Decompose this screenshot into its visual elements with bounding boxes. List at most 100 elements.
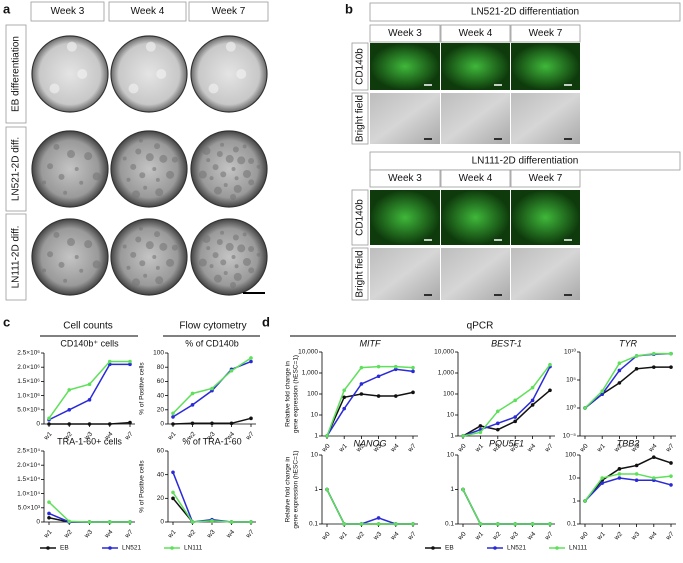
series-line xyxy=(584,366,671,409)
dish-spot xyxy=(155,276,164,285)
y-tick-label: 20 xyxy=(157,407,165,414)
data-point xyxy=(342,522,347,526)
dish-spot xyxy=(213,274,222,283)
block-title-box xyxy=(369,2,681,22)
column-header: Week 3 xyxy=(388,173,422,184)
y-axis-label: gene expression (hESC=1) xyxy=(293,450,300,528)
dish-spot xyxy=(198,258,207,267)
y-tick-label: 0.1 xyxy=(445,521,454,528)
dish-spot xyxy=(231,255,236,259)
x-tick-label: w3 xyxy=(630,442,642,454)
dish-spot xyxy=(122,244,127,249)
legend-label: LN521 xyxy=(507,545,527,552)
series-line xyxy=(326,489,413,525)
data-point xyxy=(530,385,535,390)
legend-label: LN521 xyxy=(122,545,142,552)
dish-spot xyxy=(206,246,211,251)
column-header-box xyxy=(440,169,511,188)
data-point xyxy=(47,416,51,421)
y-tick-label: 10⁻⁵ xyxy=(563,433,577,440)
dish-spot xyxy=(154,231,161,238)
dish-spot xyxy=(135,148,142,155)
dish-spot xyxy=(145,153,154,162)
column-header: Week 3 xyxy=(388,28,422,39)
data-point xyxy=(190,520,195,524)
x-tick-label: w3 xyxy=(205,528,217,540)
dish-spot xyxy=(128,83,139,94)
dish-spot xyxy=(248,158,255,165)
data-point xyxy=(394,367,398,372)
data-point xyxy=(376,516,381,520)
data-point xyxy=(47,500,51,504)
data-point xyxy=(461,434,465,438)
y-tick-label: 1 xyxy=(450,433,454,440)
y-tick-label: 20 xyxy=(157,495,165,502)
dish-spot xyxy=(256,252,261,257)
series-line xyxy=(584,352,671,409)
legend-label: EB xyxy=(60,545,69,552)
dish-spot xyxy=(237,156,246,165)
fluorescence-image xyxy=(511,43,580,90)
fluorescence-image xyxy=(370,43,440,90)
data-point xyxy=(171,470,175,475)
dish-spot xyxy=(139,172,146,179)
data-point xyxy=(411,365,415,370)
data-point xyxy=(47,422,51,426)
y-tick-label: 40 xyxy=(157,392,165,399)
data-point xyxy=(394,394,398,398)
dish-spot xyxy=(155,265,160,270)
dish-spot xyxy=(42,268,47,273)
column-header-box xyxy=(369,24,441,43)
x-tick-label: w4 xyxy=(647,530,659,542)
chart-title: TYR xyxy=(619,338,638,348)
data-point xyxy=(229,520,234,524)
column-header: Week 3 xyxy=(51,6,85,17)
row-header-box xyxy=(5,213,27,301)
x-tick-label: w2 xyxy=(612,442,624,454)
dish-spot xyxy=(209,176,214,181)
dish-spot xyxy=(223,270,228,275)
x-tick-label: w2 xyxy=(354,442,366,454)
data-point xyxy=(530,522,535,526)
y-axis-label: gene expression (hESC=1) xyxy=(293,355,300,433)
x-tick-label: w3 xyxy=(372,530,384,542)
data-point xyxy=(513,415,517,419)
dish-spot xyxy=(77,69,88,79)
data-point xyxy=(496,409,500,414)
data-point xyxy=(359,365,364,370)
legend-marker xyxy=(170,546,174,550)
fluorescence-image xyxy=(511,190,580,245)
dish-spot xyxy=(66,41,77,52)
dish-image xyxy=(190,35,268,113)
data-point xyxy=(229,368,234,373)
data-point xyxy=(583,406,587,410)
y-tick-label: 10 xyxy=(311,412,319,419)
panel-label: a xyxy=(3,1,11,16)
dish-image xyxy=(110,35,188,113)
y-tick-label: 10 xyxy=(311,452,319,459)
series-line xyxy=(326,391,414,437)
dish-spot xyxy=(67,238,76,247)
x-tick-label: w4 xyxy=(526,442,538,454)
x-tick-label: w2 xyxy=(612,530,624,542)
data-point xyxy=(67,388,72,392)
data-point xyxy=(634,478,639,483)
x-tick-label: w1 xyxy=(337,442,349,454)
dish-spot xyxy=(216,239,223,246)
x-tick-label: w1 xyxy=(42,430,54,442)
dish-spot xyxy=(171,156,178,163)
series-line xyxy=(584,352,672,409)
data-point xyxy=(496,522,500,526)
dish-spot xyxy=(155,177,160,182)
data-point xyxy=(376,522,381,526)
x-tick-label: w4 xyxy=(225,528,237,540)
y-tick-label: 10 xyxy=(569,475,577,482)
y-tick-label: 100 xyxy=(153,350,164,357)
data-point xyxy=(325,434,329,438)
data-point xyxy=(210,519,214,523)
dish-spot xyxy=(202,234,211,243)
dish-spot xyxy=(242,257,251,266)
dish-spot xyxy=(242,144,247,149)
y-tick-label: 2.0×10⁶ xyxy=(17,364,40,371)
chart-title: NANOG xyxy=(353,438,386,448)
